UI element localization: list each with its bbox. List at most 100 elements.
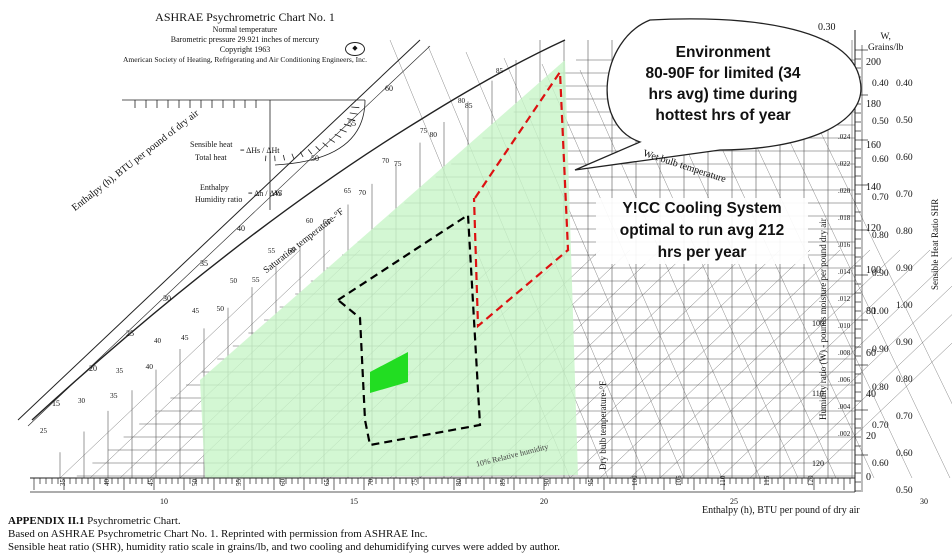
dry-bulb-tick: 120 [807,475,815,487]
caption-line-1: APPENDIX II.1 Psychrometric Chart. [8,515,181,528]
enthalpy-left-tick: 35 [200,259,208,268]
shr-inner-tick: 0.80 [872,383,889,393]
humidity-tick: .002 [838,430,851,438]
dry-bulb-tick: 60 [279,479,287,486]
header-line-2: Barometric pressure 29.921 inches of mer… [170,35,320,44]
shr-outer-tick: 0.50 [896,116,913,126]
wet-bulb-tick: 35 [116,367,123,375]
db-right-tick: 100 [812,319,824,328]
wet-bulb-tick: 25 [40,427,47,435]
saturation-tick: 70 [358,188,367,197]
humidity-tick: .024 [838,133,851,141]
caption-line-2: Based on ASHRAE Psychrometric Chart No. … [8,528,428,540]
grains-label: W, Grains/lb [868,32,904,53]
wet-bulb-tick: 75 [420,127,427,135]
shr-outer-tick: 0.90 [896,338,913,348]
saturation-tick: 45 [181,333,189,342]
saturation-tick: 65 [323,217,331,226]
saturation-tick: 55 [252,275,260,284]
shr-outer-tick: 0.90 [896,264,913,274]
protractor-ratio2: = Δh / ΔW [248,189,283,198]
wet-bulb-tick: 40 [154,337,161,345]
dry-bulb-tick: 50 [191,479,199,486]
enthalpy-bottom-tick: 25 [730,497,738,506]
dry-bulb-label: Dry bulb temperature-°F [598,380,608,470]
header-line-1: Normal temperature [212,25,278,34]
enthalpy-left-tick: 15 [52,399,60,408]
caption-subtitle: Psychrometric Chart. [84,515,181,527]
chart-header: ASHRAE Psychrometric Chart No. 1 Normal … [60,10,430,64]
shr-outer-tick: 0.70 [896,412,913,422]
humidity-tick: .016 [838,241,851,249]
grains-tick: 60 [866,347,876,359]
shr-inner-tick: 0.60 [872,459,889,469]
dry-bulb-tick: 110 [719,475,727,486]
dry-bulb-tick: 95 [587,479,595,486]
dry-bulb-tick: 55 [235,479,243,486]
dry-bulb-tick: 85 [499,479,507,486]
shr-inner-tick: 0.40 [872,79,889,89]
saturation-tick: 75 [394,159,402,168]
black-dashed-zone [336,213,482,447]
dry-bulb-tick: 35 [59,479,67,486]
enthalpy-bottom-tick: 20 [540,497,548,506]
shr-inner-tick: 0.70 [872,421,889,431]
humidity-tick: .010 [838,322,851,330]
top-value: 0.30 [818,22,836,33]
humidity-tick: .020 [838,187,851,195]
protractor [122,99,366,210]
humidity-tick: .014 [838,268,851,276]
environment-callout: Environment 80-90F for limited (34 hrs a… [645,44,801,124]
dry-bulb-tick: 80 [455,479,463,486]
shr-outer-tick: 0.80 [896,375,913,385]
humidity-tick: .004 [838,403,851,411]
humidity-tick: .022 [838,160,851,168]
protractor-total: Total heat [195,153,227,162]
green-region [200,60,578,478]
enthalpy-bottom-tick: 15 [350,497,358,506]
humidity-tick: .006 [838,376,851,384]
enthalpy-bottom-tick: 10 [160,497,168,506]
shr-outer-tick: 0.70 [896,190,913,200]
ycc-callout: Y!CC Cooling System optimal to run avg 2… [596,198,808,264]
grains-tick: 80 [866,306,876,317]
caption-line-3: Sensible heat ratio (SHR), humidity rati… [8,541,561,553]
shr-outer-tick: 0.50 [896,486,913,496]
protractor-humidity: Humidity ratio [195,195,243,204]
saturation-tick: 35 [110,391,118,400]
shr-inner-tick: 0.70 [872,193,889,203]
enthalpy-left-tick: 25 [126,329,134,338]
enthalpy-bottom-label: Enthalpy (h), BTU per pound of dry air [702,505,860,516]
enthalpy-bottom-tick: 30 [920,497,928,506]
saturation-tick: 50 [216,304,225,313]
saturation-tick: 60 [287,246,296,255]
grains-tick: 180 [866,98,881,110]
humidity-tick: .008 [838,349,851,357]
grains-tick: 20 [866,430,876,442]
grains-tick: 40 [866,389,876,400]
wet-bulb-tick: 30 [78,397,85,405]
dry-bulb-tick: 70 [367,479,375,486]
grains-tick: 200 [866,57,881,68]
saturation-tick: 85 [465,101,473,110]
header-line-4: American Society of Heating, Refrigerati… [122,55,368,64]
enthalpy-left-tick: 60 [385,84,393,93]
saturation-curve [31,39,566,421]
dry-bulb-tick: 45 [147,479,155,486]
ashrae-logo-icon: ◆ [345,42,365,56]
saturation-tick: 40 [145,362,154,371]
enthalpy-left-tick: 55 [348,119,356,128]
enthalpy-left-tick: 45 [274,189,282,198]
enthalpy-left-tick: 40 [237,224,245,233]
shr-outer-tick: 0.80 [896,227,913,237]
chart-title: ASHRAE Psychrometric Chart No. 1 [155,10,335,24]
dry-bulb-tick: 105 [675,475,683,487]
dry-bulb-tick: 65 [323,479,331,486]
enthalpy-left-tick: 20 [89,364,97,373]
shr-inner-tick: 0.90 [872,345,889,355]
shr-label: Sensible Heat Ratio SHR [930,198,940,290]
shr-inner-tick: 0.50 [872,117,889,127]
protractor-sensible: Sensible heat [190,140,233,149]
shr-inner-tick: 0.80 [872,231,889,241]
shr-inner-tick: 1.00 [872,307,889,317]
